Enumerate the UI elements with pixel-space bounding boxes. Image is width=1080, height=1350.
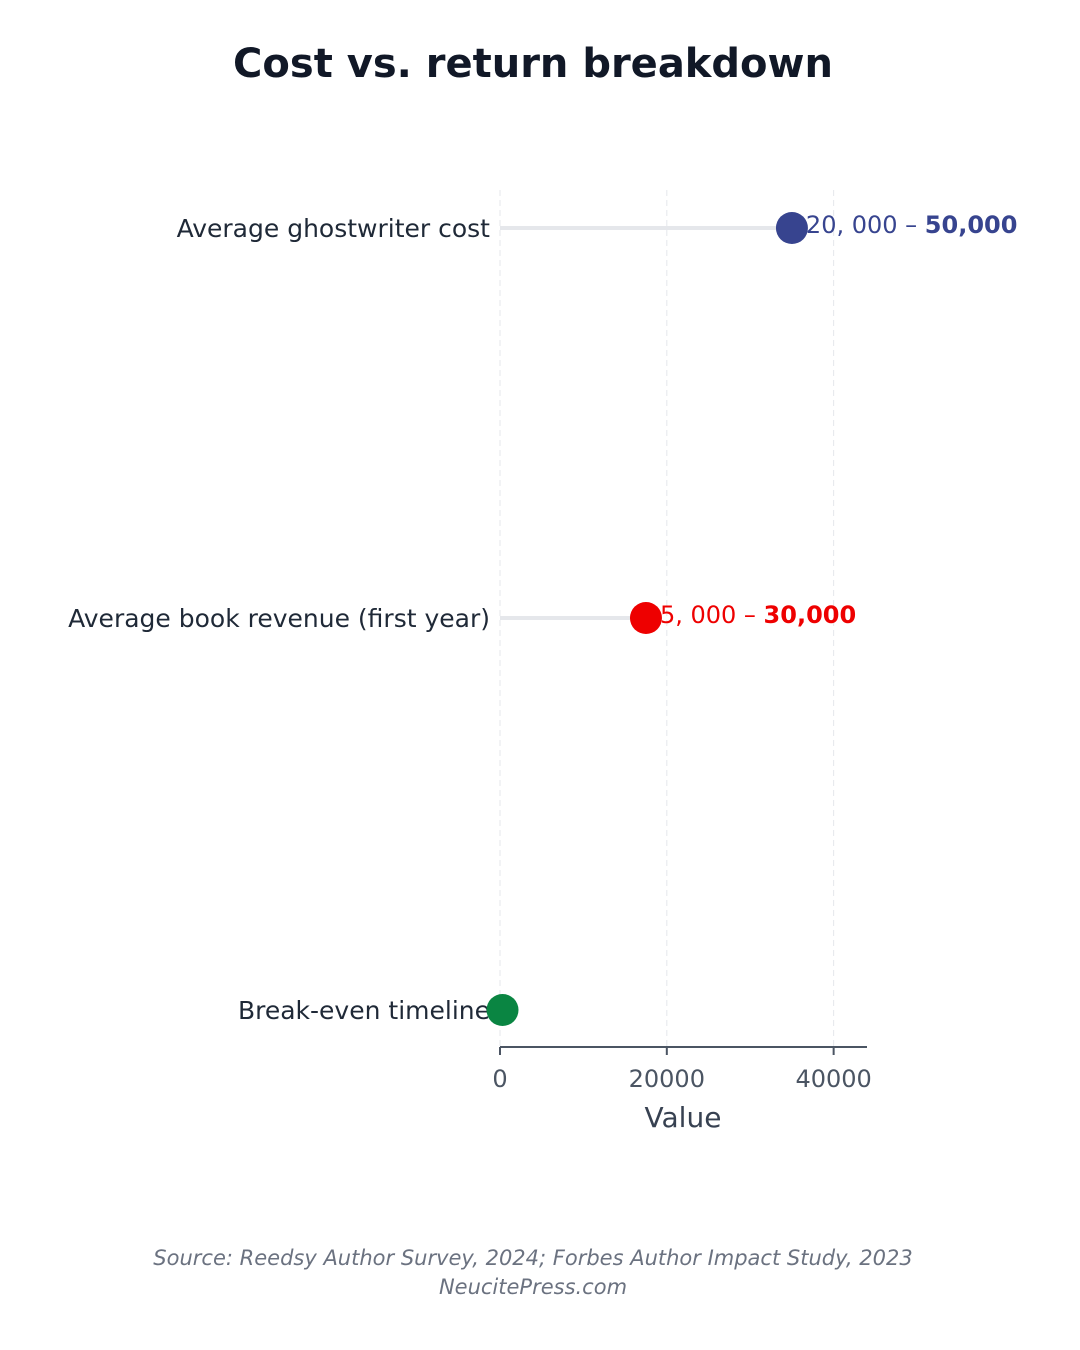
dot — [486, 994, 519, 1026]
x-tick-label: 40000 — [795, 1065, 871, 1093]
category-label: Average ghostwriter cost — [177, 214, 491, 243]
dot — [775, 212, 808, 244]
value-label: 20, 000 – 50,000 — [806, 211, 1018, 239]
x-axis-title: Value — [645, 1101, 722, 1134]
footer: NeucitePress.com — [439, 1275, 627, 1299]
dot — [629, 602, 662, 634]
source: Source: Reedsy Author Survey, 2024; Forb… — [153, 1246, 912, 1270]
value-label: 5, 000 – 30,000 — [660, 601, 856, 629]
x-tick-label: 0 — [492, 1065, 507, 1093]
category-label: Average book revenue (first year) — [68, 604, 490, 633]
x-tick-label: 20000 — [629, 1065, 705, 1093]
category-label: Break-even timeline — [238, 996, 490, 1025]
chart-title: Cost vs. return breakdown — [233, 41, 833, 87]
